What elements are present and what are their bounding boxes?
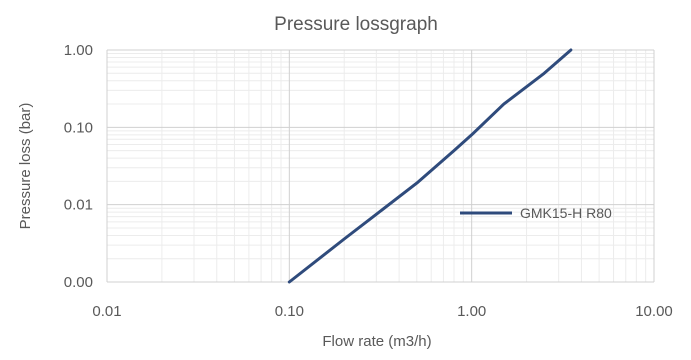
x-tick-labels: 0.01 0.10 1.00 10.00 [92,303,672,320]
minor-grid [107,50,654,282]
y-tick-label: 0.10 [64,119,93,136]
y-axis-label: Pressure loss (bar) [17,103,34,230]
x-tick-label: 1.00 [457,303,486,320]
y-tick-label: 0.00 [64,274,93,291]
legend: GMK15-H R80 [460,205,612,221]
y-tick-label: 0.01 [64,197,93,214]
series-line [287,48,573,284]
series-layer [287,48,573,284]
x-axis-label: Flow rate (m3/h) [322,333,431,350]
x-tick-label: 10.00 [635,303,673,320]
y-tick-label: 1.00 [64,42,93,59]
x-tick-label: 0.01 [92,303,121,320]
major-grid [106,49,655,283]
x-tick-label: 0.10 [275,303,304,320]
y-tick-labels: 0.00 0.01 0.10 1.00 [64,42,93,291]
legend-label: GMK15-H R80 [520,205,612,221]
chart-title: Pressure lossgraph [274,14,438,35]
